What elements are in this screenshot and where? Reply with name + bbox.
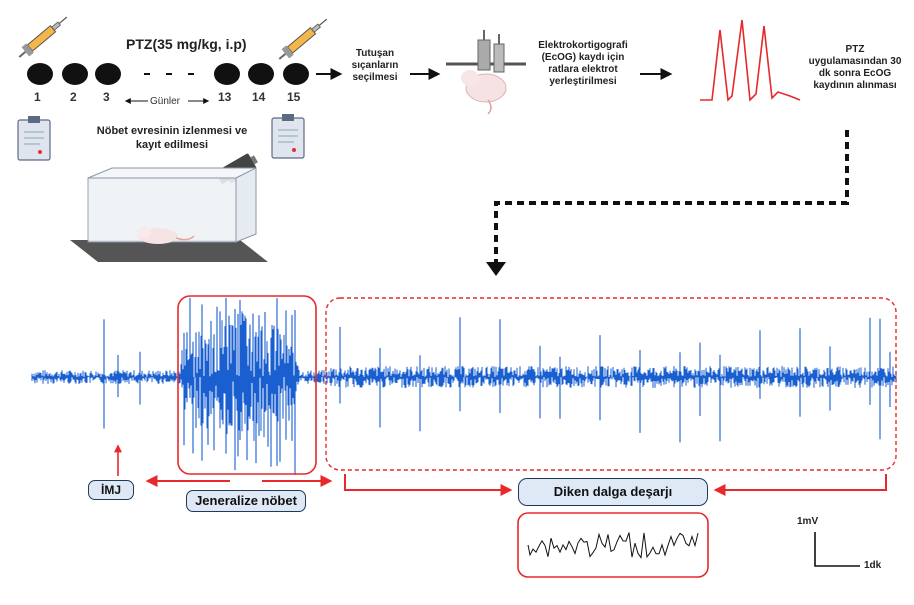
trace-spikes bbox=[103, 297, 891, 475]
generalized-seizure-label: Jeneralize nöbet bbox=[186, 490, 306, 512]
days-label: Günler bbox=[150, 96, 181, 107]
spike-wave-label: Diken dalga deşarjı bbox=[518, 478, 708, 506]
step-select-label: Tutuşan sıçanların seçilmesi bbox=[351, 48, 399, 83]
monitoring-label: Nöbet evresinin izlenmesi ve kayıt edilm… bbox=[96, 125, 248, 151]
syringe-icon bbox=[18, 16, 68, 58]
drug-label: PTZ(35 mg/kg, i.p) bbox=[126, 36, 247, 52]
ecog-trace bbox=[31, 297, 897, 475]
scale-time-label: 1dk bbox=[864, 560, 882, 571]
scale-bar bbox=[814, 532, 860, 567]
spike-wave-bracket bbox=[713, 474, 887, 496]
step-record-label: PTZ uygulamasından 30 dk sonra EcOG kayd… bbox=[808, 44, 902, 91]
seizure-waveform-icon bbox=[700, 19, 801, 102]
day-label: 13 bbox=[218, 90, 232, 104]
scale-voltage-label: 1mV bbox=[797, 516, 819, 527]
day-label: 2 bbox=[70, 90, 77, 104]
spike-wave-bracket bbox=[344, 474, 513, 496]
inset-waveform bbox=[527, 532, 699, 559]
day-label: 15 bbox=[287, 90, 301, 104]
day-label: 14 bbox=[252, 90, 266, 104]
generalized-seizure-box bbox=[177, 295, 317, 475]
rat-electrode-icon bbox=[446, 30, 526, 115]
day-label: 1 bbox=[34, 90, 41, 104]
dashed-flow-arrow bbox=[494, 130, 849, 262]
day-dots bbox=[27, 63, 309, 85]
clipboard-icon bbox=[17, 116, 51, 161]
syringe-icon bbox=[278, 18, 328, 60]
step-electrode-label: Elektrokortigografi (EcOG) kaydı için ra… bbox=[538, 40, 628, 87]
imj-label: İMJ bbox=[88, 480, 134, 500]
cage-icon bbox=[70, 167, 268, 262]
dashed-flow-arrowhead bbox=[486, 262, 506, 276]
trace-body bbox=[31, 311, 897, 441]
day-label: 3 bbox=[103, 90, 110, 104]
clipboard-icon bbox=[271, 114, 305, 159]
inset-trace bbox=[527, 532, 699, 559]
spike-wave-box bbox=[325, 297, 897, 471]
inset-box bbox=[517, 512, 709, 578]
